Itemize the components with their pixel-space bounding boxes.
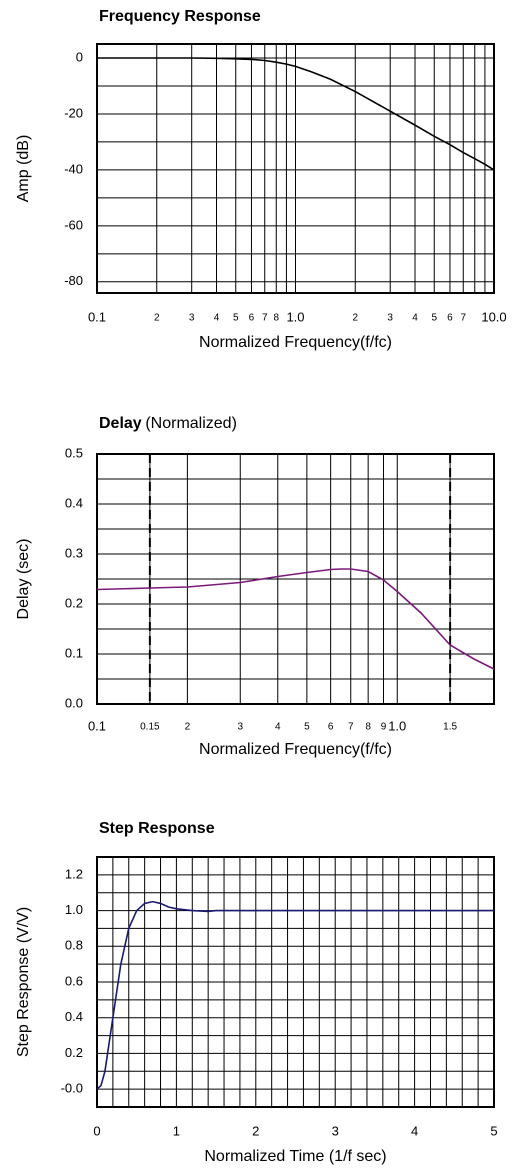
y-tick-label: 0.4 xyxy=(65,1009,83,1024)
data-line xyxy=(97,57,495,171)
y-tick-label: 0.3 xyxy=(65,545,83,560)
x-tick-label: 4 xyxy=(411,1123,418,1138)
y-tick-label: 0.0 xyxy=(65,695,83,710)
x-tick-label: 8 xyxy=(273,313,279,324)
x-tick-label: 4 xyxy=(214,313,220,324)
y-tick-label: -60 xyxy=(64,217,83,232)
x-tick-label: 7 xyxy=(460,313,466,324)
y-tick-label: -20 xyxy=(64,105,83,120)
x-tick-label: 0.1 xyxy=(88,718,106,733)
x-tick-label: 6 xyxy=(249,313,255,324)
y-tick-label: 0.4 xyxy=(65,495,83,510)
x-tick-label: 1.0 xyxy=(286,309,304,324)
y-axis-label: Step Response (V/V) xyxy=(15,907,32,1057)
y-tick-label: 0.6 xyxy=(65,973,83,988)
x-axis-label: Normalized Time (1/f sec) xyxy=(204,1148,386,1165)
x-tick-label: 2 xyxy=(185,722,191,733)
y-tick-label: -80 xyxy=(64,273,83,288)
plot-frame xyxy=(96,856,495,1108)
y-tick-label: 0.5 xyxy=(65,445,83,460)
chart-title: Delay (Normalized) xyxy=(99,415,237,432)
data-line xyxy=(96,900,494,1090)
plot-frame xyxy=(96,453,495,705)
title-text: Frequency Response xyxy=(99,8,261,25)
x-tick-label: 2 xyxy=(154,313,160,324)
y-tick-label: -40 xyxy=(64,161,83,176)
x-tick-label: 3 xyxy=(387,313,393,324)
y-tick-label: 0.2 xyxy=(65,1045,83,1060)
y-tick-label: 1.2 xyxy=(65,866,83,881)
x-tick-label: 8 xyxy=(365,722,371,733)
x-tick-label: 3 xyxy=(332,1123,339,1138)
x-tick-label: 7 xyxy=(262,313,268,324)
x-axis-label: Normalized Frequency(f/fc) xyxy=(199,741,392,758)
x-tick-label: 1.5 xyxy=(443,722,457,733)
plot-frame xyxy=(96,43,495,294)
y-axis-label: Amp (dB) xyxy=(15,135,32,203)
y-tick-label: 0 xyxy=(76,49,83,64)
x-tick-label: 9 xyxy=(381,722,387,733)
y-tick-label: 0.1 xyxy=(65,645,83,660)
y-tick-label: 1.0 xyxy=(65,902,83,917)
y-tick-label: 0.8 xyxy=(65,938,83,953)
x-tick-label: 5 xyxy=(233,313,239,324)
x-tick-label: 5 xyxy=(304,722,310,733)
x-tick-label: 4 xyxy=(412,313,418,324)
y-tick-label: 0.2 xyxy=(65,595,83,610)
x-tick-label: 0.1 xyxy=(88,309,106,324)
x-tick-label: 1 xyxy=(173,1123,180,1138)
title-text: Step Response xyxy=(99,820,215,837)
x-tick-label: 2 xyxy=(352,313,358,324)
x-tick-label: 7 xyxy=(348,722,354,733)
subtitle-text: (Normalized) xyxy=(145,415,237,432)
x-tick-label: 0.15 xyxy=(140,722,160,733)
x-tick-label: 5 xyxy=(431,313,437,324)
x-tick-label: 10.0 xyxy=(481,309,506,324)
y-tick-label: -0.0 xyxy=(61,1081,83,1096)
x-tick-label: 1.0 xyxy=(388,718,406,733)
title-text: Delay xyxy=(99,415,142,432)
x-tick-label: 2 xyxy=(252,1123,259,1138)
data-line xyxy=(96,568,495,670)
y-axis-label: Delay (sec) xyxy=(15,539,32,620)
x-tick-label: 0 xyxy=(93,1123,100,1138)
x-axis-label: Normalized Frequency(f/fc) xyxy=(199,334,392,351)
chart-title: Step Response xyxy=(99,820,215,837)
x-tick-label: 4 xyxy=(275,722,281,733)
x-tick-label: 3 xyxy=(189,313,195,324)
chart-title: Frequency Response xyxy=(99,8,261,25)
x-tick-label: 5 xyxy=(490,1123,497,1138)
x-tick-label: 3 xyxy=(237,722,243,733)
x-tick-label: 6 xyxy=(447,313,453,324)
x-tick-label: 6 xyxy=(328,722,334,733)
